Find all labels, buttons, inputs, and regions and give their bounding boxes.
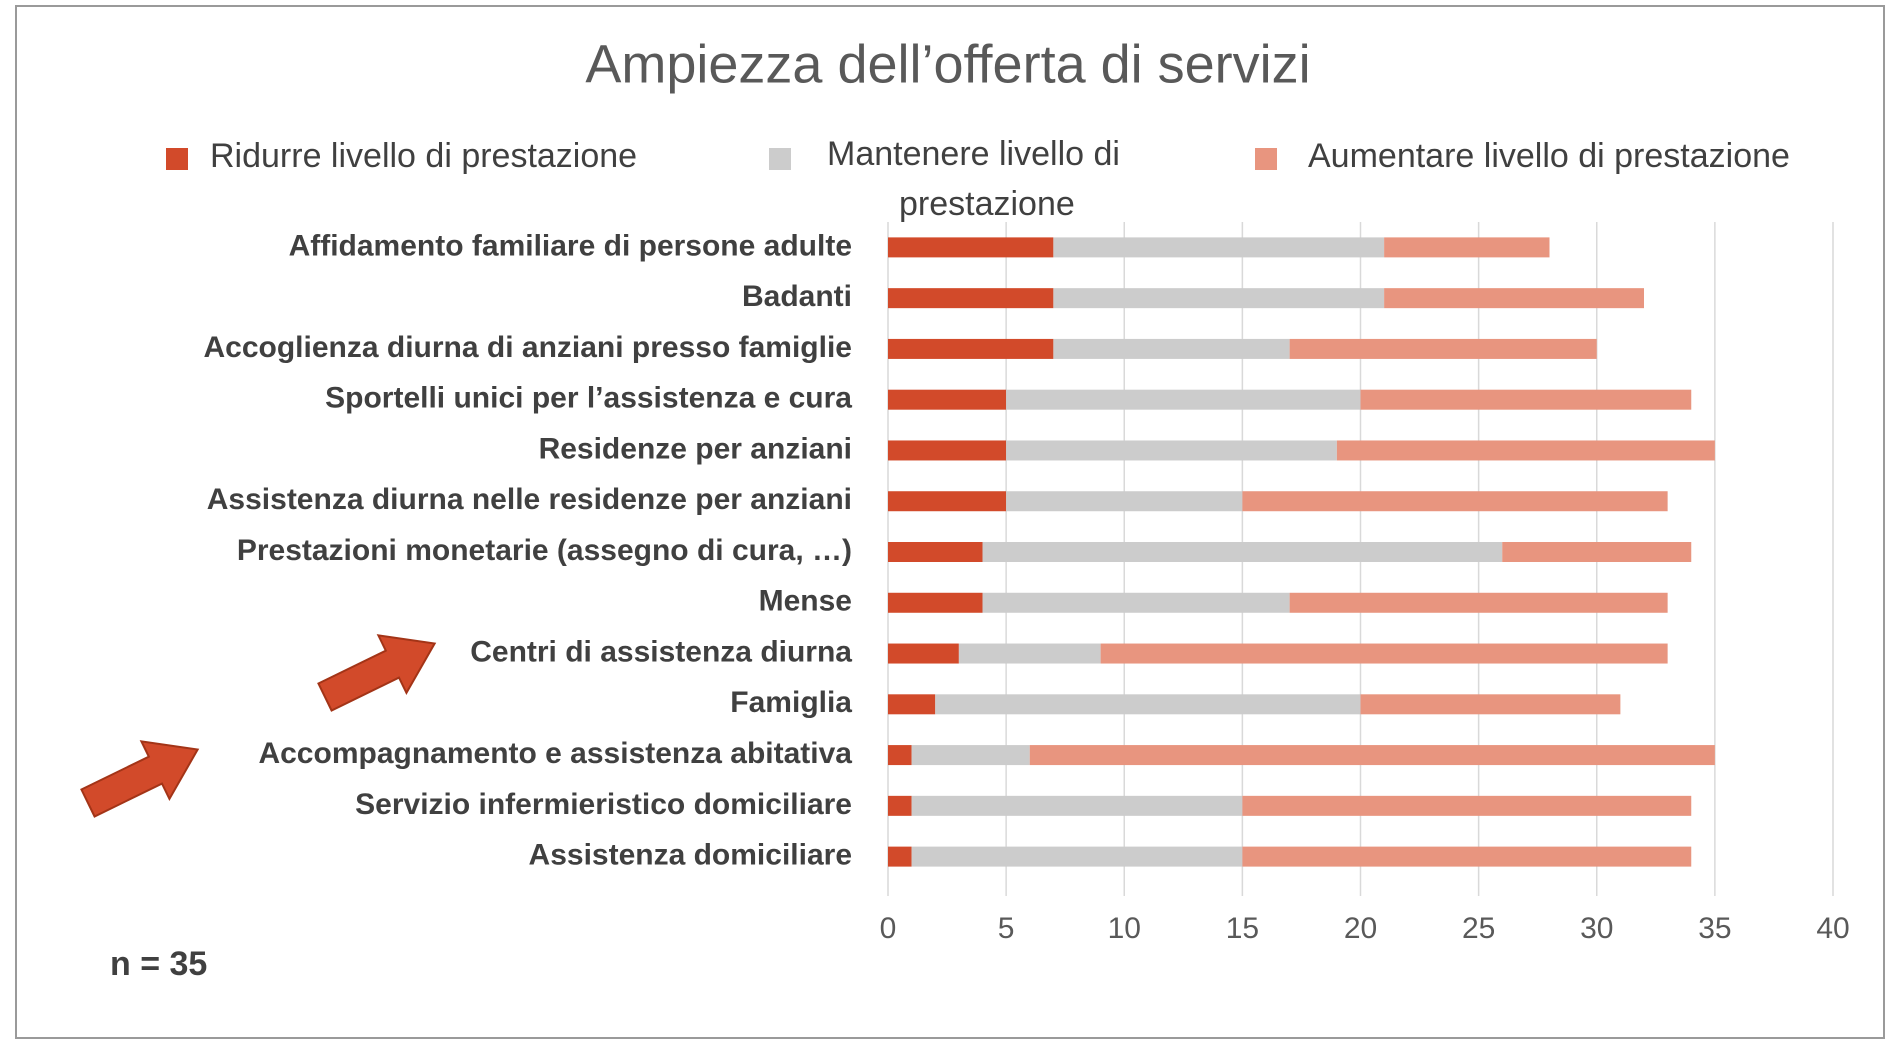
chart-title: Ampiezza dell’offerta di servizi [585, 34, 1310, 94]
y-tick-label: Prestazioni monetarie (assegno di cura, … [237, 534, 852, 567]
x-tick-label: 30 [1580, 912, 1613, 945]
bar-segment [888, 643, 959, 664]
y-tick-label: Affidamento familiare di persone adulte [289, 229, 852, 262]
legend-label-line: Mantenere livello di [827, 135, 1129, 173]
bar-segment [888, 237, 1054, 258]
y-tick-label: Accoglienza diurna di anziani presso fam… [204, 331, 853, 364]
bar-segment [982, 592, 1290, 613]
bar-segment [1242, 846, 1692, 867]
legend-marker [1255, 148, 1277, 170]
bar-segment [1029, 745, 1715, 766]
legend-marker [166, 148, 188, 170]
bar-segment [888, 846, 912, 867]
bar-segment [911, 795, 1243, 816]
y-tick-label: Servizio infermieristico domiciliare [355, 788, 852, 821]
y-tick-label: Assistenza domiciliare [529, 839, 852, 872]
x-tick-label: 20 [1344, 912, 1377, 945]
y-tick-label: Sportelli unici per l’assistenza e cura [325, 382, 852, 415]
bar-segment [935, 694, 1361, 715]
x-tick-label: 15 [1226, 912, 1259, 945]
annotation: n = 35 [110, 945, 207, 983]
legend-label-line: prestazione [899, 185, 1075, 223]
x-tick-label: 40 [1816, 912, 1849, 945]
bar-segment [888, 389, 1007, 410]
y-tick-label: Centri di assistenza diurna [470, 635, 852, 668]
bar-segment [1006, 440, 1337, 461]
bar-segment [1006, 389, 1361, 410]
x-tick-label: 0 [880, 912, 897, 945]
legend-label: Aumentare livello di prestazione [1308, 137, 1790, 175]
x-tick-label: 35 [1698, 912, 1731, 945]
y-tick-label: Accompagnamento e assistenza abitativa [258, 737, 852, 770]
legend-label: Mantenere livello di prestazione [827, 135, 1129, 223]
y-tick-label: Famiglia [730, 686, 852, 719]
bar-segment [888, 338, 1054, 359]
bar-segment [888, 694, 936, 715]
bar-segment [1360, 389, 1692, 410]
bar-segment [911, 846, 1243, 867]
bar-segment [1006, 491, 1243, 512]
bar-segment [1289, 338, 1597, 359]
bar-segment [888, 288, 1054, 309]
bar-segment [1502, 542, 1692, 562]
x-tick-label: 5 [998, 912, 1015, 945]
bar-segment [1384, 237, 1550, 258]
bar-segment [1242, 795, 1692, 816]
bar-segment [888, 491, 1007, 512]
bar-segment [982, 542, 1503, 562]
x-tick-label: 10 [1108, 912, 1141, 945]
bar-segment [1053, 288, 1385, 309]
bar-segment [888, 440, 1007, 461]
bar-segment [911, 745, 1030, 766]
y-tick-label: Assistenza diurna nelle residenze per an… [207, 483, 852, 516]
arrow [317, 634, 437, 712]
arrow [80, 740, 200, 818]
bar-segment [1360, 694, 1621, 715]
bar-segment [1289, 592, 1668, 613]
bar-segment [888, 745, 912, 766]
bar-segment [1384, 288, 1644, 309]
legend-label: Ridurre livello di prestazione [210, 137, 637, 175]
y-tick-label: Mense [759, 585, 852, 618]
x-tick-label: 25 [1462, 912, 1495, 945]
bar-segment [1242, 491, 1668, 512]
bar-segment [888, 542, 983, 562]
bar-segment [1053, 237, 1385, 258]
bar-segment [1336, 440, 1715, 461]
legend-marker [769, 148, 791, 170]
bar-segment [1100, 643, 1668, 664]
bar-segment [888, 592, 983, 613]
bar-segment [888, 795, 912, 816]
bar-segment [958, 643, 1101, 664]
y-tick-label: Badanti [742, 280, 852, 313]
y-tick-label: Residenze per anziani [539, 432, 852, 465]
bar-segment [1053, 338, 1290, 359]
